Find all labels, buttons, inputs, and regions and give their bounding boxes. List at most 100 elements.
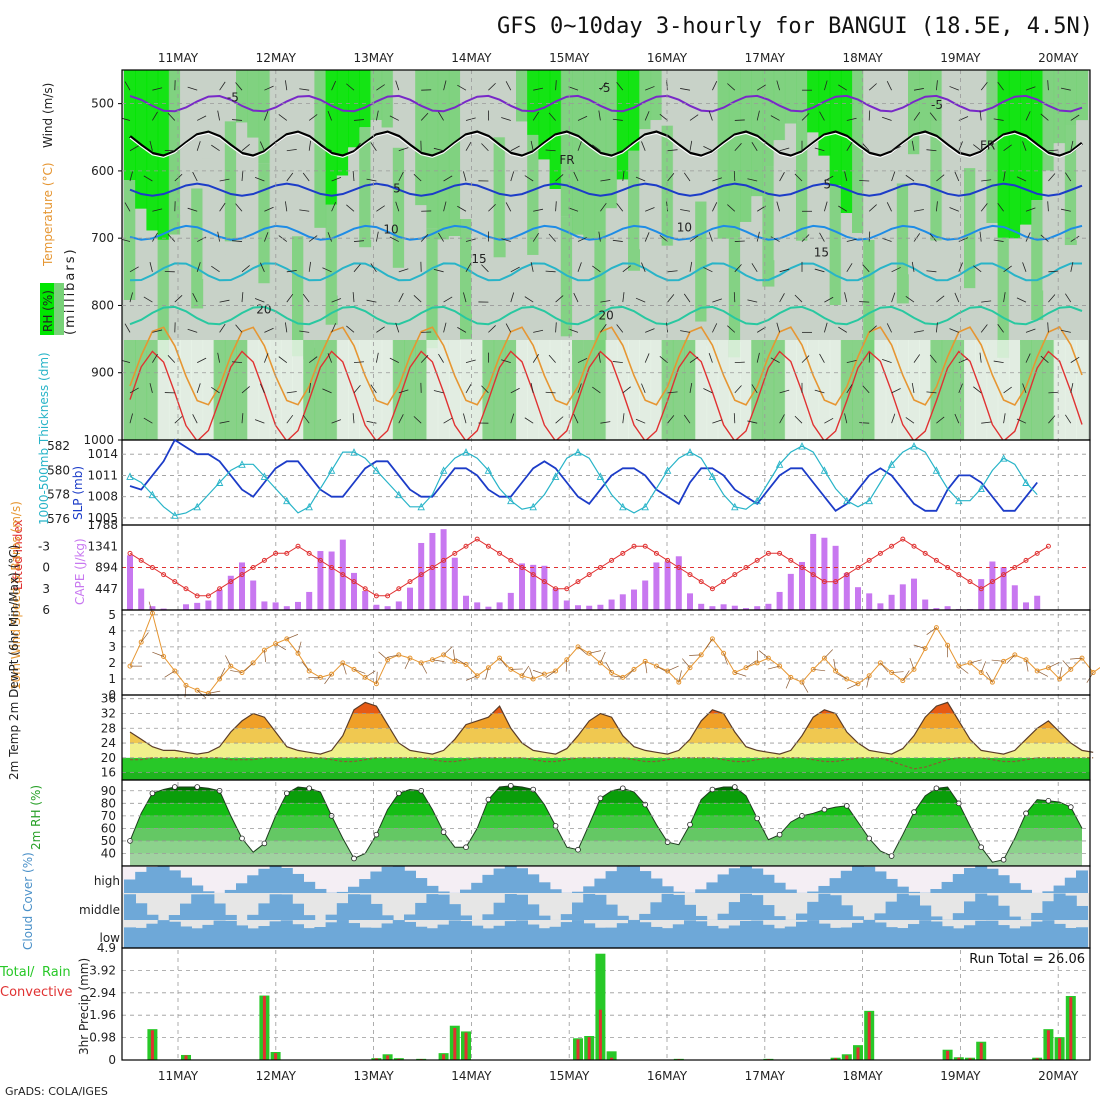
cloud-cell <box>326 922 338 948</box>
cloud-cell <box>583 886 595 893</box>
cape-bar <box>698 604 704 610</box>
rh-band <box>662 126 674 246</box>
isotherm-label: 10 <box>677 220 692 234</box>
wind-barb <box>869 110 870 120</box>
cloud-cell <box>124 894 136 920</box>
bottom-date-label: 13MAY <box>353 1069 394 1083</box>
cloud-cell <box>706 882 718 893</box>
rh-band <box>135 209 147 329</box>
precip-legend-convective: Convective <box>0 985 73 1000</box>
rh-band <box>516 121 528 241</box>
cloud-cell <box>886 902 898 920</box>
rh-band <box>919 70 931 131</box>
rh-point <box>486 797 491 802</box>
cloud-cell <box>1065 928 1077 948</box>
precip-tick-label: 3.92 <box>89 963 116 977</box>
rh-band <box>1009 70 1021 238</box>
cape-bar <box>844 573 850 610</box>
pressure-tick-label: 500 <box>91 97 114 111</box>
rh-band <box>908 70 920 154</box>
cape-bar <box>821 538 827 610</box>
cloud-cell <box>975 894 987 920</box>
cloud-cell <box>953 874 965 893</box>
cloud-cell <box>426 928 438 948</box>
precip-convective-bar <box>857 1047 860 1060</box>
rh-band <box>561 340 573 440</box>
cloud-cell <box>740 866 752 893</box>
cloud-cell <box>337 903 349 920</box>
rh-band <box>830 185 842 305</box>
cloud-cell <box>1020 926 1032 948</box>
cloud-cell <box>975 921 987 948</box>
rh-point <box>1046 798 1051 803</box>
precip-convective-bar <box>845 1055 848 1060</box>
wind-barb-10m <box>522 666 529 676</box>
rh-point <box>307 786 312 791</box>
rh-point <box>531 787 536 792</box>
cloud-cell <box>964 925 976 948</box>
cloud-cell <box>986 895 998 920</box>
wind-barb-10m <box>379 652 388 660</box>
rh-band <box>337 70 349 175</box>
cloud-cell <box>1054 893 1066 920</box>
rh-bands <box>122 778 1090 866</box>
precip-convective-bar <box>442 1054 445 1060</box>
wind-barb <box>859 180 869 181</box>
cloud-cell <box>124 880 136 894</box>
cape-bar <box>407 588 413 610</box>
cape-bar <box>463 596 469 610</box>
cloud-cell <box>247 928 259 948</box>
cloud-cell <box>908 892 920 893</box>
cape-bar <box>429 533 435 610</box>
rh-2m-label: 2m RH (%) <box>29 785 43 850</box>
rh-point <box>508 783 513 788</box>
rh-point <box>732 785 737 790</box>
cloud-cell <box>1009 883 1021 893</box>
rh-band <box>516 340 528 440</box>
wind-barb-10m <box>600 652 605 663</box>
rh-band <box>650 70 662 120</box>
cape-bar <box>575 605 581 610</box>
wind-barb-10m <box>606 662 612 672</box>
rh-point <box>598 796 603 801</box>
wind-barb-10m <box>287 634 298 638</box>
cloud-cell <box>796 922 808 948</box>
cloud-cell <box>807 902 819 920</box>
cape-bar <box>833 546 839 610</box>
cloud-cell <box>359 928 371 948</box>
rh-band <box>180 216 192 336</box>
cape-bar <box>877 603 883 610</box>
cloud-cell <box>370 928 382 948</box>
rh-point <box>1068 805 1073 810</box>
wind-tick-label: 1 <box>108 672 116 686</box>
cape-bar <box>597 605 603 610</box>
cloud-cell <box>919 920 931 948</box>
cloud-cell <box>740 894 752 920</box>
cloud-cell <box>314 927 326 948</box>
rh-band <box>370 70 382 120</box>
rh-band <box>897 183 909 303</box>
rh-band <box>561 70 573 216</box>
cloud-cell <box>897 894 909 920</box>
cloud-cell <box>404 922 416 948</box>
isotherm-label: 5 <box>823 177 831 191</box>
cloud-cell <box>830 928 842 948</box>
wind-barb-10m <box>533 670 544 674</box>
cloud-cell <box>729 926 741 948</box>
wind-tick-label: 2 <box>108 656 116 670</box>
rh-band <box>807 70 819 132</box>
cloud-cell <box>404 914 416 920</box>
rh-point <box>934 786 939 791</box>
cape-bar <box>777 592 783 610</box>
cloud-cell <box>930 921 942 948</box>
rh-point <box>777 832 782 837</box>
lifted-tick-label: 0 <box>42 561 50 575</box>
cloud-cell <box>292 904 304 920</box>
cloud-cell <box>594 879 606 893</box>
cloud-cell <box>1065 878 1077 893</box>
wind-barb-10m <box>529 668 533 679</box>
precip-tick-label: 2.94 <box>89 986 116 1000</box>
precip-label: 3hr Precip (mm) <box>77 958 91 1055</box>
rh-band <box>404 70 416 176</box>
